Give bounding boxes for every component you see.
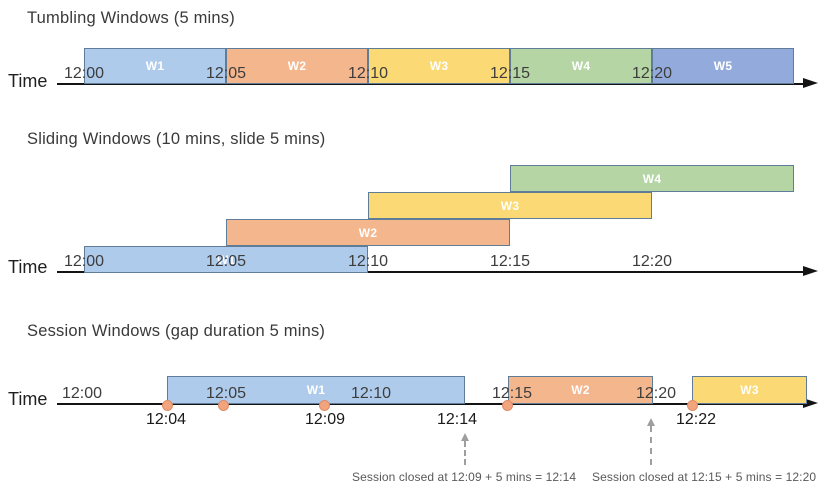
window-bar: W3 <box>692 376 807 404</box>
tick-label: 12:20 <box>631 65 673 82</box>
annotation-text: Session closed at 12:09 + 5 mins = 12:14 <box>352 470 577 484</box>
time-axis-label: Time <box>8 389 48 409</box>
annotation-text: Session closed at 12:15 + 5 mins = 12:20 <box>592 470 817 484</box>
window-label: W4 <box>571 59 591 73</box>
tick-label: 12:10 <box>350 385 392 402</box>
tick-label: 12:00 <box>63 253 105 270</box>
event-dot <box>218 400 229 411</box>
window-bar: W1 <box>167 376 465 404</box>
session-section-title: Session Windows (gap duration 5 mins) <box>27 322 326 340</box>
event-time-label: 12:09 <box>304 411 346 428</box>
axis-arrow-icon <box>803 398 818 408</box>
window-label: W2 <box>358 225 378 240</box>
window-label: W1 <box>216 252 236 267</box>
tick-label: 12:20 <box>635 385 677 402</box>
event-dot <box>502 400 513 411</box>
event-time-label: 12:14 <box>436 411 478 428</box>
window-bar: W2 <box>508 376 653 404</box>
window-bar: W4 <box>510 48 652 84</box>
window-label: W4 <box>642 171 662 186</box>
window-label: W1 <box>145 59 165 73</box>
tick-label: 12:00 <box>61 385 103 402</box>
axis-arrow-icon <box>803 78 818 88</box>
window-label: W2 <box>571 383 590 397</box>
tick-label: 12:15 <box>491 385 533 402</box>
tick-label: 12:05 <box>205 253 247 270</box>
window-bar: W1 <box>84 48 226 84</box>
event-dot <box>687 400 698 411</box>
tick-label: 12:00 <box>63 65 105 82</box>
window-label: W3 <box>740 383 759 397</box>
time-axis-line <box>57 83 806 85</box>
event-dot <box>319 400 330 411</box>
window-label: W2 <box>287 59 307 73</box>
tick-label: 12:05 <box>205 385 247 402</box>
tick-label: 12:15 <box>489 253 531 270</box>
window-label: W3 <box>429 59 449 73</box>
window-bar: W2 <box>226 48 368 84</box>
window-label: W1 <box>306 383 326 397</box>
tumbling-section-title: Tumbling Windows (5 mins) <box>27 9 235 27</box>
event-dot <box>162 400 173 411</box>
annotation-arrow-stem <box>650 426 652 465</box>
time-axis-line <box>57 271 806 273</box>
event-time-label: 12:22 <box>675 411 717 428</box>
window-label: W3 <box>500 198 520 213</box>
window-bar: W1 <box>84 246 368 273</box>
window-bar: W3 <box>368 48 510 84</box>
window-label: W5 <box>713 59 733 73</box>
event-time-label: 12:04 <box>145 411 187 428</box>
time-axis-label: Time <box>8 257 48 277</box>
window-bar: W5 <box>652 48 794 84</box>
tick-label: 12:15 <box>489 65 531 82</box>
annotation-arrow-icon <box>647 418 655 426</box>
window-bar: W4 <box>510 165 794 192</box>
sliding-section-title: Sliding Windows (10 mins, slide 5 mins) <box>27 130 326 148</box>
window-bar: W2 <box>226 219 510 246</box>
tick-label: 12:10 <box>347 253 389 270</box>
window-bar: W3 <box>368 192 652 219</box>
annotation-arrow-stem <box>464 441 466 465</box>
time-axis-line <box>57 403 806 405</box>
time-axis-label: Time <box>8 71 48 91</box>
tick-label: 12:20 <box>631 253 673 270</box>
annotation-arrow-icon <box>461 433 469 441</box>
tick-label: 12:05 <box>205 65 247 82</box>
tick-label: 12:10 <box>347 65 389 82</box>
axis-arrow-icon <box>803 266 818 276</box>
